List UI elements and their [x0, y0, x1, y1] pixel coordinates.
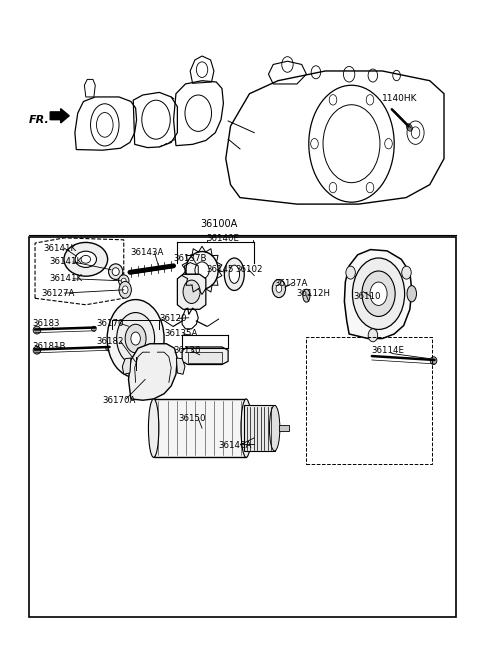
Ellipse shape	[407, 286, 417, 302]
Ellipse shape	[33, 346, 41, 354]
Circle shape	[131, 332, 140, 345]
Bar	[154, 399, 246, 457]
Circle shape	[183, 280, 200, 303]
Ellipse shape	[224, 258, 244, 290]
Polygon shape	[122, 358, 131, 374]
Text: 36137A: 36137A	[274, 279, 308, 288]
Polygon shape	[178, 274, 206, 309]
Text: 36146A: 36146A	[219, 441, 252, 450]
Ellipse shape	[119, 275, 129, 287]
Text: 36110: 36110	[353, 292, 381, 301]
Polygon shape	[129, 344, 178, 400]
Ellipse shape	[64, 242, 108, 276]
Text: 36141K: 36141K	[43, 244, 76, 253]
Ellipse shape	[106, 346, 110, 351]
Polygon shape	[182, 347, 228, 365]
FancyArrow shape	[50, 109, 69, 123]
Text: 36120: 36120	[159, 314, 187, 323]
Text: 36100A: 36100A	[200, 219, 237, 229]
Ellipse shape	[186, 252, 218, 290]
Circle shape	[122, 286, 128, 293]
Ellipse shape	[430, 357, 437, 365]
Text: 36130: 36130	[174, 346, 201, 356]
Ellipse shape	[303, 290, 310, 302]
Circle shape	[370, 282, 387, 305]
Circle shape	[352, 258, 405, 329]
Ellipse shape	[108, 264, 123, 280]
Text: 36127A: 36127A	[42, 289, 75, 297]
Circle shape	[368, 329, 378, 342]
Polygon shape	[177, 358, 185, 374]
Ellipse shape	[121, 278, 126, 284]
Ellipse shape	[269, 405, 280, 451]
Circle shape	[130, 362, 141, 377]
Text: 36102: 36102	[235, 265, 263, 274]
Bar	[29, 236, 456, 616]
Text: 1140HK: 1140HK	[383, 94, 418, 103]
Text: 36137B: 36137B	[174, 253, 207, 263]
Polygon shape	[279, 425, 289, 432]
Circle shape	[346, 266, 355, 279]
Circle shape	[276, 285, 282, 292]
Text: 36181B: 36181B	[32, 342, 66, 351]
Ellipse shape	[407, 124, 412, 131]
Text: 36141K: 36141K	[49, 274, 83, 284]
Ellipse shape	[241, 399, 252, 457]
Bar	[244, 405, 275, 451]
Ellipse shape	[148, 399, 159, 457]
Bar	[306, 337, 432, 464]
Text: 36145: 36145	[207, 265, 234, 274]
Circle shape	[107, 299, 164, 377]
Text: 36135A: 36135A	[164, 329, 197, 339]
Text: 36140E: 36140E	[207, 234, 240, 243]
Ellipse shape	[81, 255, 91, 263]
Circle shape	[272, 280, 286, 297]
Circle shape	[125, 324, 146, 353]
Circle shape	[119, 282, 132, 298]
Polygon shape	[344, 250, 412, 339]
Text: 36114E: 36114E	[371, 346, 404, 356]
Ellipse shape	[112, 268, 119, 276]
Ellipse shape	[195, 262, 209, 279]
Text: 36112H: 36112H	[296, 290, 330, 298]
Text: 36141K: 36141K	[49, 257, 83, 267]
Text: 36143A: 36143A	[130, 248, 163, 257]
Text: 36170A: 36170A	[102, 396, 136, 405]
Circle shape	[117, 312, 155, 365]
Text: 36182: 36182	[96, 337, 124, 346]
Text: 36170: 36170	[96, 319, 124, 328]
Text: 36150: 36150	[179, 414, 206, 423]
Ellipse shape	[229, 265, 240, 284]
Text: FR.: FR.	[29, 115, 49, 124]
Circle shape	[402, 266, 411, 279]
Ellipse shape	[33, 326, 41, 334]
Circle shape	[362, 271, 395, 316]
Text: 36183: 36183	[33, 319, 60, 328]
Ellipse shape	[75, 251, 96, 267]
Ellipse shape	[92, 326, 96, 331]
Bar	[188, 352, 222, 364]
